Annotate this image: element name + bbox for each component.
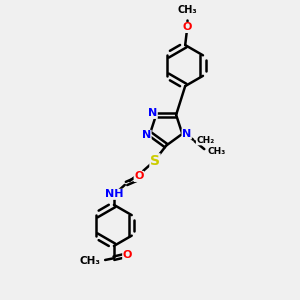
- Text: O: O: [123, 250, 132, 260]
- Text: NH: NH: [105, 189, 123, 199]
- Text: S: S: [150, 154, 160, 168]
- Text: CH₃: CH₃: [79, 256, 100, 266]
- Text: N: N: [142, 130, 151, 140]
- Text: CH₃: CH₃: [207, 147, 226, 156]
- Text: N: N: [182, 129, 191, 139]
- Text: CH₂: CH₂: [196, 136, 214, 145]
- Text: CH₃: CH₃: [177, 5, 197, 15]
- Text: O: O: [183, 22, 192, 32]
- Text: N: N: [148, 108, 157, 118]
- Text: O: O: [134, 171, 143, 182]
